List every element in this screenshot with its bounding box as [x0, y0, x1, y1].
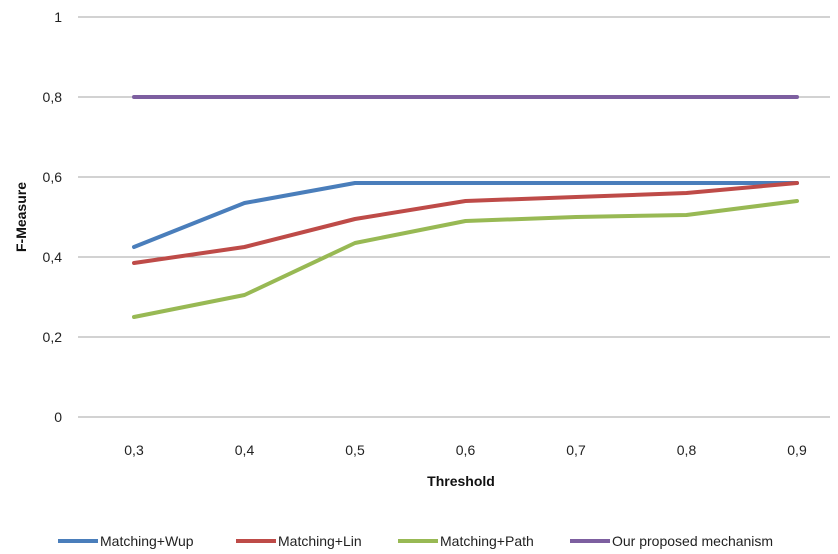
- series-lines: [132, 95, 799, 319]
- x-tick-label: 0,7: [566, 442, 586, 458]
- y-tick-label: 1: [54, 9, 62, 25]
- legend-label: Matching+Path: [440, 533, 534, 549]
- legend-item: Matching+Lin: [236, 533, 362, 549]
- legend-label: Matching+Lin: [278, 533, 362, 549]
- legend-item: Matching+Wup: [58, 533, 194, 549]
- legend: Matching+Wup Matching+Lin Matching+Path Our…: [58, 533, 773, 549]
- gridlines: [78, 16, 830, 418]
- x-tick-label: 0,6: [456, 442, 476, 458]
- y-tick-label: 0: [54, 409, 62, 425]
- series-line-matching-wup: [132, 181, 799, 249]
- legend-label: Matching+Wup: [100, 533, 194, 549]
- legend-item: Our proposed mechanism: [570, 533, 773, 549]
- y-tick-label: 0,6: [43, 169, 63, 185]
- series-line-matching-path: [132, 199, 799, 319]
- y-tick-label: 0,8: [43, 89, 63, 105]
- series-line-matching-lin: [132, 181, 799, 265]
- y-tick-label: 0,2: [43, 329, 63, 345]
- x-tick-label: 0,5: [345, 442, 365, 458]
- x-tick-label: 0,4: [235, 442, 255, 458]
- y-axis-label: F-Measure: [13, 182, 29, 252]
- y-tick-label: 0,4: [43, 249, 63, 265]
- legend-label: Our proposed mechanism: [612, 533, 773, 549]
- y-tick-labels: 0 0,2 0,4 0,6 0,8 1: [43, 9, 63, 425]
- x-tick-label: 0,8: [677, 442, 697, 458]
- legend-item: Matching+Path: [398, 533, 534, 549]
- x-tick-label: 0,3: [124, 442, 144, 458]
- x-axis-label: Threshold: [427, 473, 495, 489]
- x-tick-label: 0,9: [787, 442, 807, 458]
- x-tick-labels: 0,3 0,4 0,5 0,6 0,7 0,8 0,9: [124, 442, 807, 458]
